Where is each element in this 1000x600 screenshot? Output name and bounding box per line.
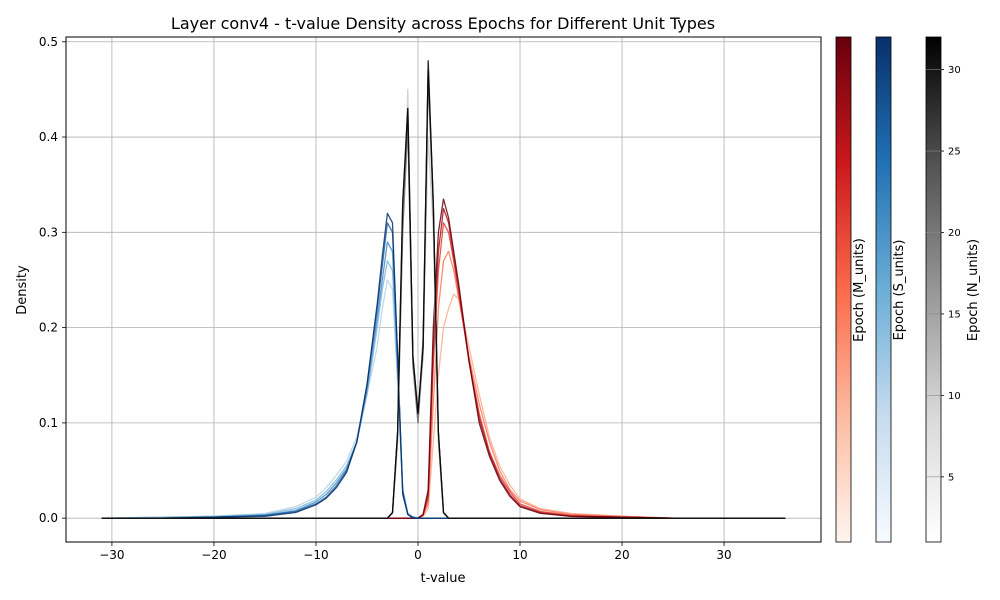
density-curve-epoch-16: [101, 69, 786, 519]
colorbar-tick-label: 10: [948, 391, 961, 402]
series-s-units: [101, 212, 449, 519]
y-tick-label: 0.1: [39, 416, 58, 430]
colorbar-gradient: [835, 36, 852, 543]
x-axis-ticks: −30 −20 −10 0 10 20 30: [99, 542, 732, 562]
x-tick-label: 20: [614, 548, 629, 562]
colorbar-gradient: [875, 36, 892, 543]
x-tick-label: 10: [512, 548, 527, 562]
colorbar-reds: Epoch (M_units): [835, 36, 867, 543]
y-tick-label: 0.2: [39, 321, 58, 335]
colorbar-tick-label: 5: [948, 472, 954, 483]
y-axis-ticks: 0.0 0.1 0.2 0.3 0.4 0.5: [39, 35, 66, 525]
y-tick-label: 0.4: [39, 130, 58, 144]
density-curve-epoch-8: [101, 250, 786, 519]
colorbar-label: Epoch (M_units): [852, 238, 867, 342]
colorbar-tick-label: 20: [948, 228, 961, 239]
density-curve-epoch-16: [101, 241, 449, 519]
series-n-units: [101, 60, 786, 519]
chart-title: Layer conv4 - t-value Density across Epo…: [171, 14, 715, 33]
density-curve-epoch-8: [101, 79, 786, 519]
colorbar-label: Epoch (N_units): [966, 239, 981, 341]
density-curves: [101, 60, 786, 519]
y-tick-label: 0.0: [39, 511, 58, 525]
colorbar-label: Epoch (S_units): [892, 240, 907, 341]
density-curve-epoch-24: [101, 69, 786, 519]
grid-lines: [66, 37, 821, 542]
colorbar-blues: Epoch (S_units): [875, 36, 907, 543]
y-axis-label: Density: [15, 265, 30, 315]
colorbar-tick-label: 30: [948, 65, 961, 76]
colorbar-tick-label: 25: [948, 147, 961, 158]
x-axis-label: t-value: [421, 571, 466, 586]
x-tick-label: 30: [716, 548, 731, 562]
epoch-colorbars: Epoch (M_units) Epoch (S_units) Epoch (N_u…: [835, 36, 981, 543]
x-tick-label: −20: [201, 548, 226, 562]
density-curve-epoch-8: [101, 260, 449, 519]
density-curve-epoch-16: [101, 222, 786, 519]
x-tick-label: −10: [303, 548, 328, 562]
x-tick-label: 0: [414, 548, 422, 562]
colorbar-tick-label: 15: [948, 309, 961, 320]
density-curve-epoch-32: [101, 60, 786, 519]
series-m-units: [101, 198, 786, 519]
density-curve-epoch-32: [101, 212, 449, 519]
density-curve-epoch-32: [101, 198, 786, 519]
colorbar-greys: Epoch (N_units) 5 10 15 20 25 30: [925, 36, 981, 543]
x-tick-label: −30: [99, 548, 124, 562]
density-curve-epoch-1: [101, 88, 786, 519]
plot-frame: [65, 36, 822, 543]
y-tick-label: 0.3: [39, 225, 58, 239]
y-tick-label: 0.5: [39, 35, 58, 49]
density-curve-epoch-24: [101, 207, 786, 519]
colorbar-gradient: [925, 36, 942, 543]
